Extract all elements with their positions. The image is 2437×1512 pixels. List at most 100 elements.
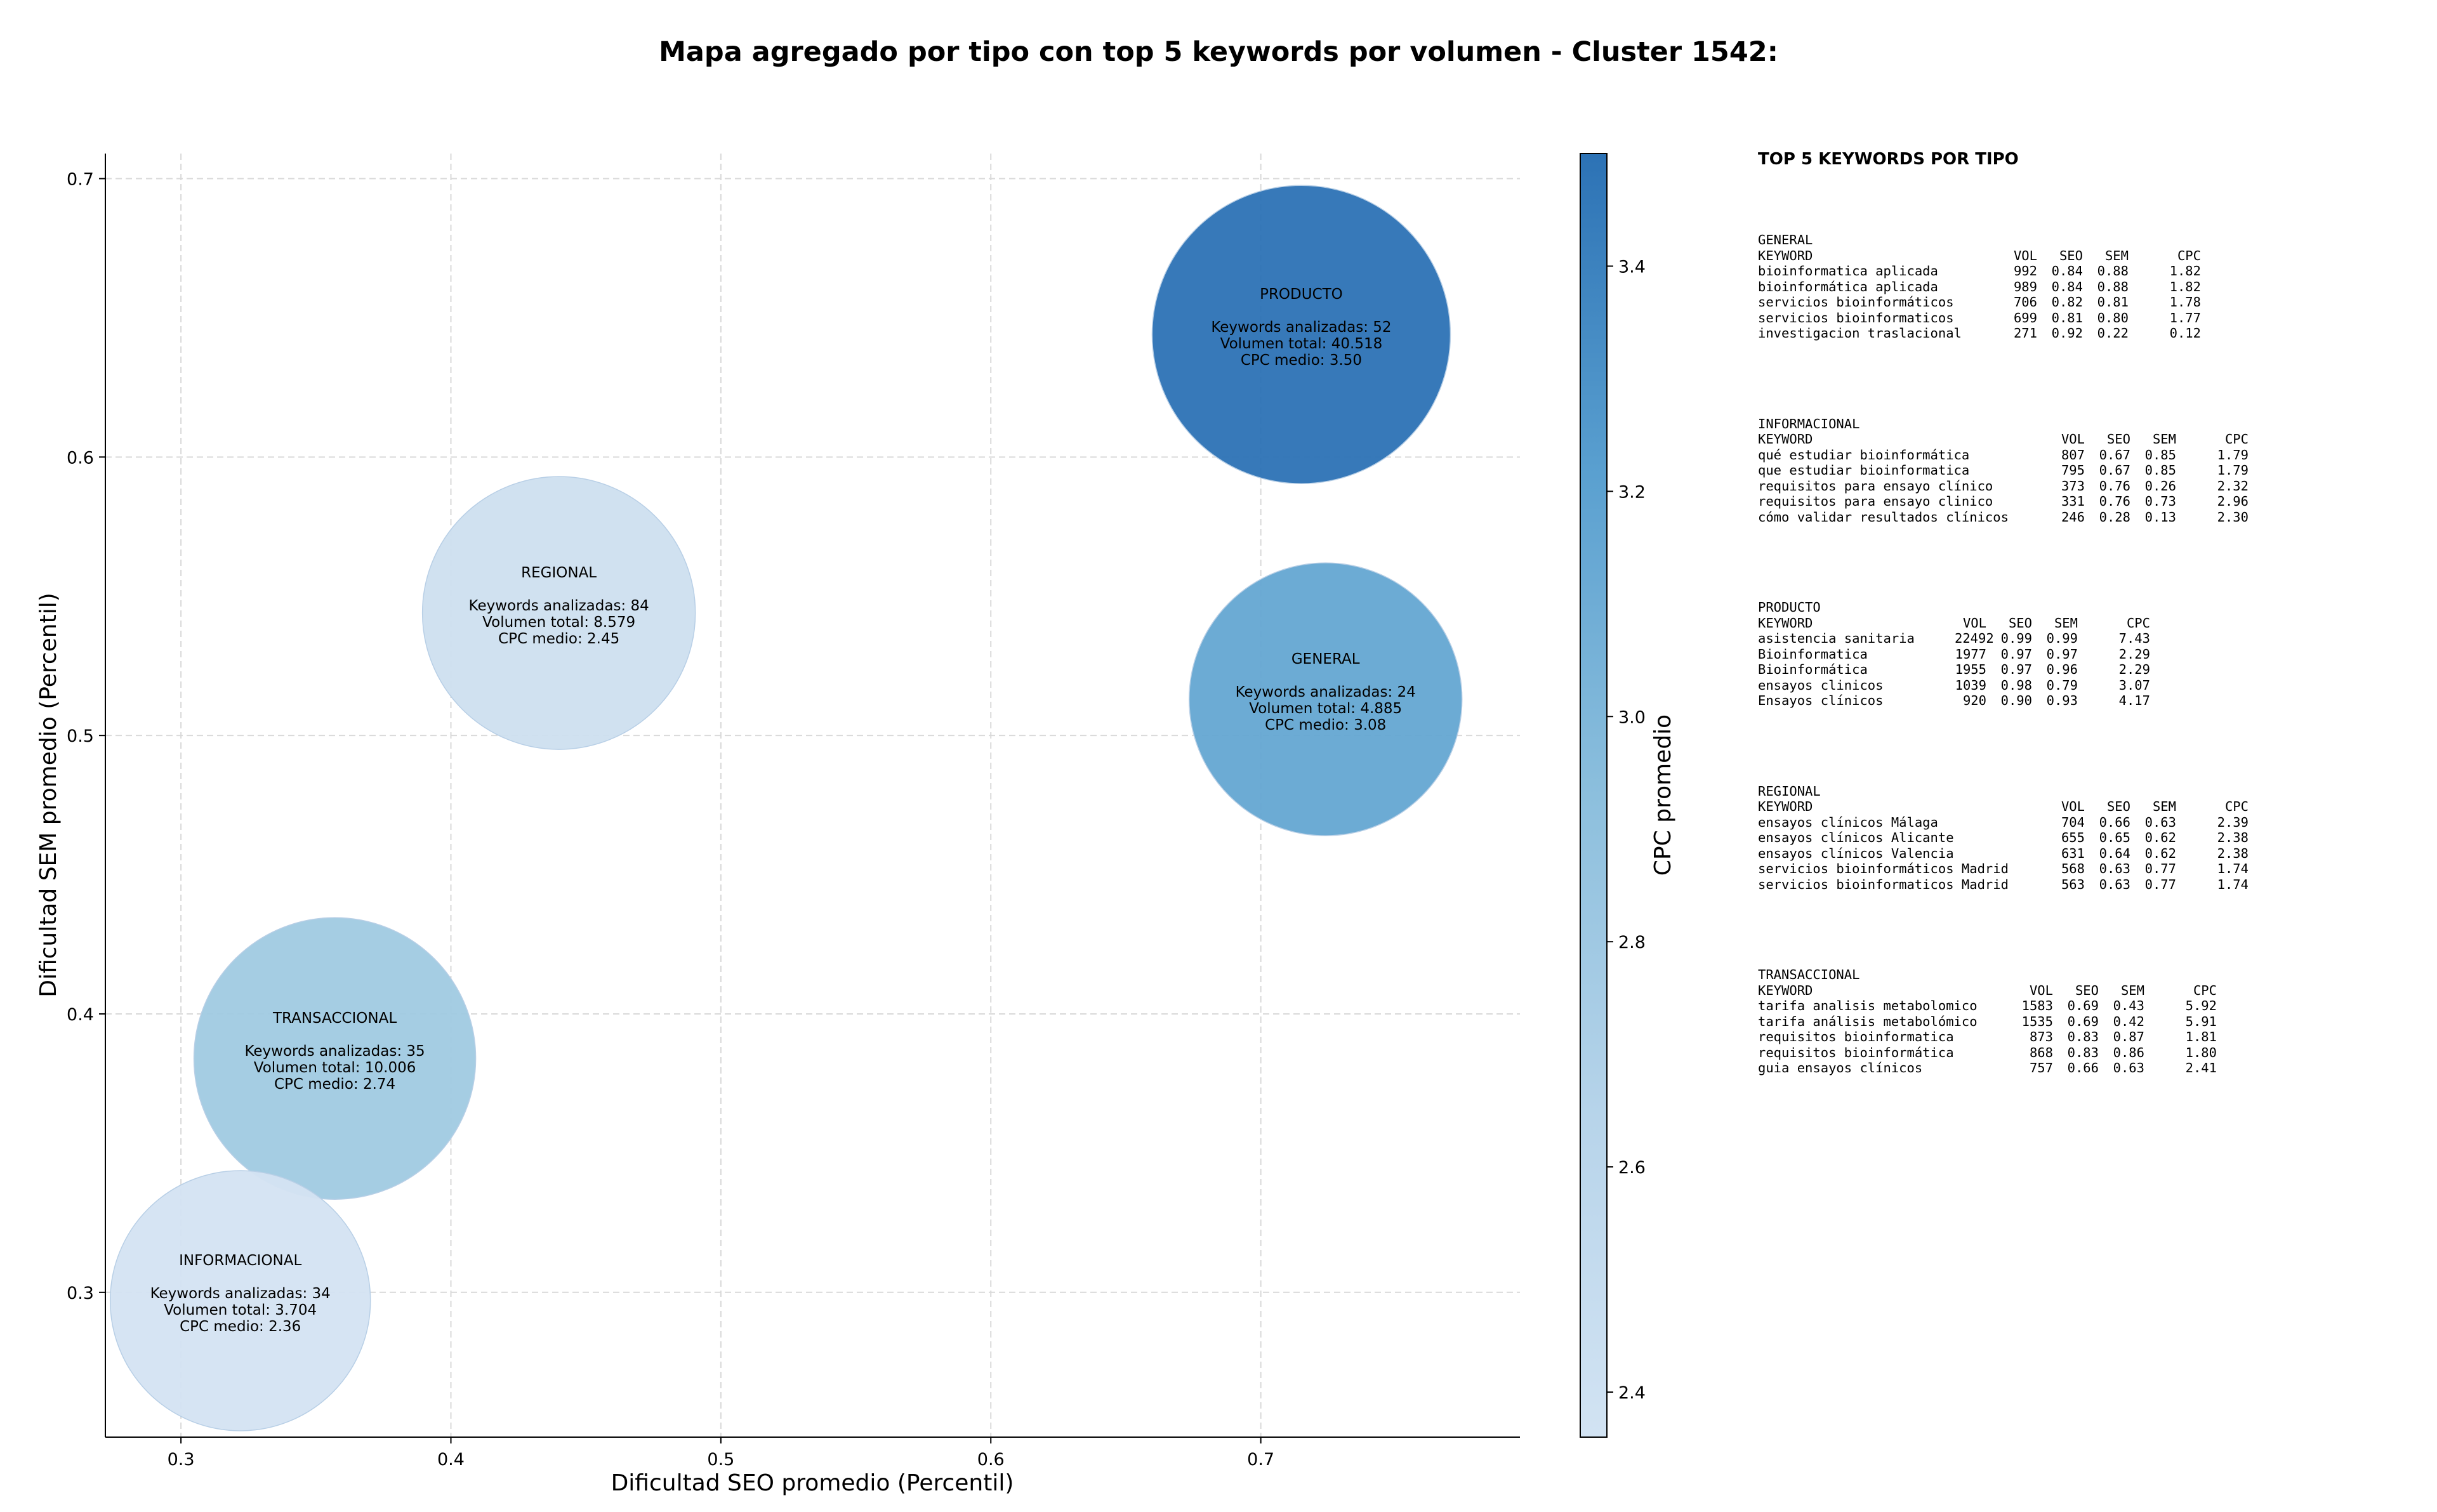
x-tick-label: 0.6 <box>977 1450 1005 1469</box>
table-cell: CPC <box>2193 982 2217 998</box>
table-cell: KEYWORD <box>1758 982 1813 998</box>
group-name: GENERAL <box>1758 232 1813 247</box>
bubble-circle <box>193 917 477 1200</box>
group-name: TRANSACCIONAL <box>1758 967 1860 982</box>
keyword-group-transaccional: TRANSACCIONAL KEYWORD VOL SEO SEM CPC tarifa a… <box>1758 967 2431 1076</box>
table-cell: 706 <box>2013 294 2037 310</box>
table-cell: KEYWORD <box>1758 799 1813 814</box>
table-cell: 0.63 <box>2099 876 2130 892</box>
table-cell: 0.26 <box>2144 478 2176 494</box>
table-cell: requisitos para ensayo clínico <box>1758 478 1993 494</box>
table-row: ensayos clinicos 1039 0.98 0.79 3.07 <box>1758 678 2431 694</box>
table-header: KEYWORD VOL SEO SEM CPC <box>1758 431 2431 447</box>
bubble-circle <box>421 476 696 750</box>
bubble-cpc: CPC medio: 2.45 <box>498 631 619 647</box>
table-cell: SEM <box>2104 247 2129 263</box>
table-row: servicios bioinformáticos Madrid 568 0.63 0… <box>1758 861 2431 877</box>
table-cell: VOL <box>2013 247 2037 263</box>
table-cell: que estudiar bioinformatica <box>1758 463 1970 478</box>
table-cell: 868 <box>2029 1044 2053 1060</box>
table-header: KEYWORD VOL SEO SEM CPC <box>1758 248 2431 264</box>
table-cell: 0.96 <box>2046 662 2078 677</box>
table-cell: 1039 <box>1955 677 1986 693</box>
table-cell: 1.74 <box>2217 876 2249 892</box>
table-cell: servicios bioinformáticos <box>1758 294 1954 310</box>
table-cell: CPC <box>2177 247 2201 263</box>
table-cell: 2.32 <box>2217 478 2249 494</box>
table-cell: 0.63 <box>2099 861 2130 876</box>
table-cell: 920 <box>1962 693 1986 708</box>
table-cell: 989 <box>2013 279 2037 294</box>
table-cell: 0.85 <box>2144 447 2176 463</box>
colorbar-tick-label: 2.4 <box>1618 1383 1646 1403</box>
table-cell: 1.79 <box>2217 463 2249 478</box>
bubble-volume: Volumen total: 8.579 <box>482 614 635 631</box>
table-cell: 0.88 <box>2097 263 2129 279</box>
y-tick-label: 0.7 <box>67 169 94 189</box>
table-cell: 0.97 <box>2000 662 2032 677</box>
table-row: investigacion traslacional 271 0.92 0.22 0.1… <box>1758 325 2431 341</box>
y-tick-label: 0.6 <box>67 448 94 468</box>
x-tick-label: 0.3 <box>168 1450 195 1469</box>
table-cell: 1.81 <box>2185 1029 2217 1044</box>
bubble-label: GENERAL <box>1291 651 1360 667</box>
table-cell: 0.73 <box>2144 494 2176 509</box>
table-cell: SEM <box>2152 431 2176 447</box>
bubble-label: INFORMACIONAL <box>179 1252 301 1269</box>
bubble-label: PRODUCTO <box>1260 286 1343 303</box>
colorbar-ticks: 2.4 2.6 2.8 3.0 3.2 3.4 <box>1607 257 1646 1403</box>
table-cell: guia ensayos clínicos <box>1758 1060 1923 1075</box>
table-cell: 2.96 <box>2217 494 2249 509</box>
table-cell: 271 <box>2013 325 2037 341</box>
table-cell: 0.62 <box>2144 845 2176 861</box>
table-cell: SEO <box>2106 431 2130 447</box>
colorbar-tick-label: 3.4 <box>1618 257 1646 277</box>
table-cell: 0.76 <box>2099 494 2130 509</box>
table-cell: 1.77 <box>2169 310 2201 325</box>
table-cell: 2.29 <box>2118 646 2150 662</box>
table-cell: 2.29 <box>2118 662 2150 677</box>
bubble-circle <box>109 1170 371 1431</box>
table-cell: 1.82 <box>2169 263 2201 279</box>
table-cell: 0.65 <box>2099 830 2130 845</box>
bubble-keywords: Keywords analizadas: 84 <box>469 598 649 614</box>
table-cell: 1.82 <box>2169 279 2201 294</box>
table-cell: 2.38 <box>2217 845 2249 861</box>
table-cell: 0.92 <box>2051 325 2083 341</box>
table-cell: 1.74 <box>2217 861 2249 876</box>
table-cell: requisitos para ensayo clinico <box>1758 494 1993 509</box>
table-row: Ensayos clínicos 920 0.90 0.93 4.17 <box>1758 693 2431 709</box>
table-cell: 0.84 <box>2051 263 2083 279</box>
table-row: requisitos para ensayo clinico 331 0.76 0.7… <box>1758 494 2431 509</box>
bubble-informacional: INFORMACIONAL Keywords analizadas: 34Volu… <box>109 1170 371 1431</box>
table-cell: cómo validar resultados clínicos <box>1758 509 2009 525</box>
top-keywords-panel: TOP 5 KEYWORDS POR TIPO GENERAL KEYWORD VO… <box>1758 150 2431 1151</box>
table-cell: Bioinformática <box>1758 662 1868 677</box>
table-cell: KEYWORD <box>1758 615 1813 631</box>
table-cell: 0.87 <box>2113 1029 2144 1044</box>
table-row: qué estudiar bioinformática 807 0.67 0.85 1.… <box>1758 447 2431 463</box>
bubble-transaccional: TRANSACCIONAL Keywords analizadas: 35Volu… <box>193 917 477 1200</box>
table-cell: 0.76 <box>2099 478 2130 494</box>
table-cell: 0.77 <box>2144 876 2176 892</box>
table-cell: 0.90 <box>2000 693 2032 708</box>
table-row: servicios bioinformaticos 699 0.81 0.80 1.77 <box>1758 310 2431 326</box>
table-cell: 0.22 <box>2097 325 2129 341</box>
y-tick-label: 0.5 <box>67 726 94 746</box>
table-cell: 0.97 <box>2046 646 2078 662</box>
bubble-volume: Volumen total: 3.704 <box>164 1302 317 1318</box>
table-cell: 7.43 <box>2118 631 2150 646</box>
table-cell: SEM <box>2120 982 2144 998</box>
bubble-circle <box>1188 562 1463 836</box>
table-cell: 5.91 <box>2185 1013 2217 1029</box>
table-cell: 0.85 <box>2144 463 2176 478</box>
table-row: bioinformática aplicada 989 0.84 0.88 1.82 <box>1758 279 2431 295</box>
table-cell: 992 <box>2013 263 2037 279</box>
table-cell: 0.12 <box>2169 325 2201 341</box>
table-cell: ensayos clínicos Málaga <box>1758 814 1938 830</box>
table-cell: CPC <box>2126 615 2150 631</box>
table-cell: 0.98 <box>2000 677 2032 693</box>
table-cell: VOL <box>1962 615 1986 631</box>
bubble-circle <box>1151 185 1451 484</box>
table-cell: 0.63 <box>2113 1060 2144 1075</box>
